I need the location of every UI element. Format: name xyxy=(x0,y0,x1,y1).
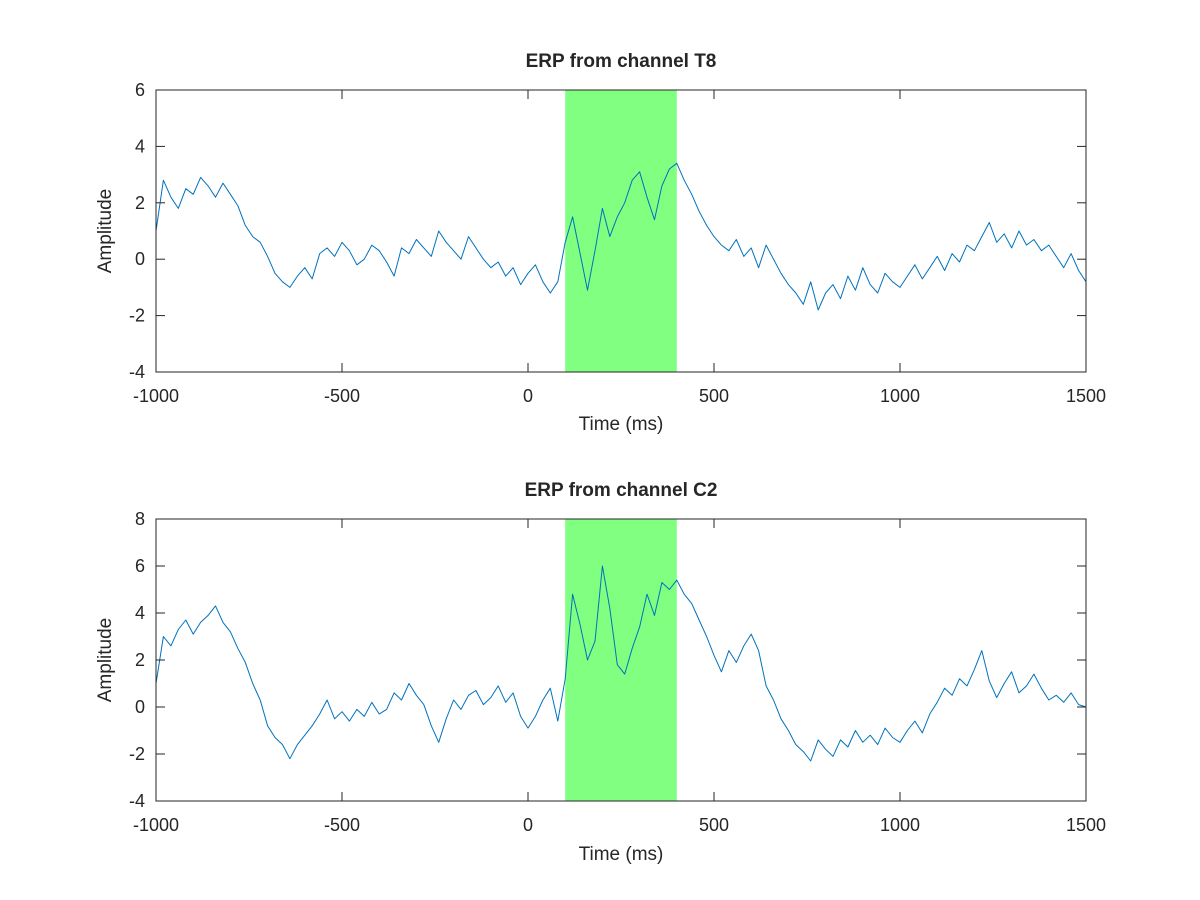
chart-title: ERP from channel T8 xyxy=(526,51,717,72)
x-tick-label: -1000 xyxy=(133,386,179,406)
y-tick-label: 4 xyxy=(135,603,145,623)
ticks-group: -1000 -500 0 500 1000 1500 -4 -2 0 2 4 6 xyxy=(129,80,1106,406)
x-axis-label: Time (ms) xyxy=(579,844,664,865)
y-tick-label: 2 xyxy=(135,650,145,670)
axes-box xyxy=(155,89,1087,373)
x-tick-label: 0 xyxy=(523,386,533,406)
y-tick-label: -4 xyxy=(129,791,145,811)
y-tick-label: -2 xyxy=(129,744,145,764)
x-tick-label: 1000 xyxy=(880,815,920,835)
x-tick-label: 500 xyxy=(699,386,729,406)
y-tick-label: -4 xyxy=(129,362,145,382)
series-group xyxy=(155,162,1087,311)
series-line xyxy=(155,565,1087,762)
x-tick-label: 1000 xyxy=(880,386,920,406)
x-tick-label: 1500 xyxy=(1066,386,1106,406)
highlight-band xyxy=(565,90,677,372)
y-tick-label: -2 xyxy=(129,306,145,326)
subplot-t8: -1000 -500 0 500 1000 1500 -4 -2 0 2 4 6 ERP from c… xyxy=(95,51,1106,435)
chart-title: ERP from channel C2 xyxy=(525,480,718,501)
y-tick-label: 2 xyxy=(135,193,145,213)
y-axis-label: Amplitude xyxy=(95,189,116,274)
x-tick-label: -1000 xyxy=(133,815,179,835)
y-tick-label: 0 xyxy=(135,249,145,269)
ticks-group: -1000 -500 0 500 1000 1500 -4 -2 0 2 4 6 8 xyxy=(129,509,1106,835)
series-group xyxy=(155,565,1087,762)
x-tick-label: -500 xyxy=(324,815,360,835)
x-axis-label: Time (ms) xyxy=(579,414,664,435)
y-axis-label: Amplitude xyxy=(95,618,116,703)
subplot-c2: -1000 -500 0 500 1000 1500 -4 -2 0 2 4 6 8 ERP from … xyxy=(95,480,1106,865)
y-tick-label: 4 xyxy=(135,136,145,156)
series-line xyxy=(155,162,1087,311)
highlight-band xyxy=(565,519,677,801)
y-tick-label: 8 xyxy=(135,509,145,529)
y-tick-label: 6 xyxy=(135,556,145,576)
y-tick-label: 0 xyxy=(135,697,145,717)
y-tick-label: 6 xyxy=(135,80,145,100)
x-tick-label: 0 xyxy=(523,815,533,835)
x-tick-label: 1500 xyxy=(1066,815,1106,835)
x-tick-label: -500 xyxy=(324,386,360,406)
x-tick-label: 500 xyxy=(699,815,729,835)
